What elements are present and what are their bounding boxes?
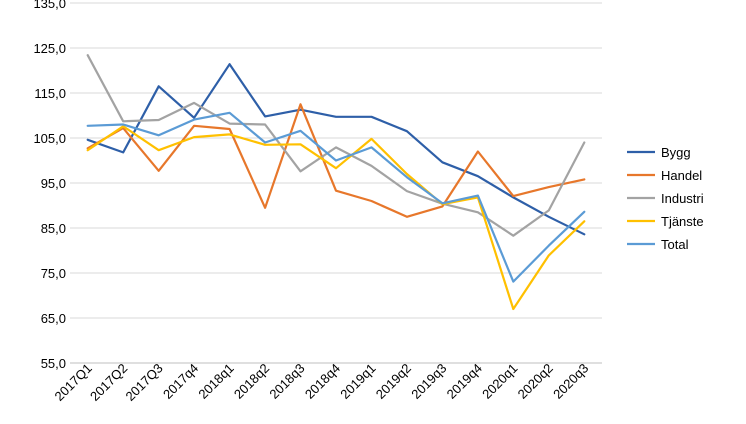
y-tick-label: 75,0 [41, 266, 66, 281]
legend-item: Bygg [627, 145, 691, 160]
x-tick-label: 2017Q3 [122, 361, 165, 404]
y-tick-label: 105,0 [33, 131, 66, 146]
y-tick-label: 135,0 [33, 0, 66, 11]
y-tick-label: 95,0 [41, 176, 66, 191]
y-tick-label: 65,0 [41, 311, 66, 326]
legend-item: Industri [627, 191, 704, 206]
x-tick-label: 2020q1 [479, 361, 520, 402]
legend: Bygg Handel Industri Tjänste Total [627, 145, 704, 252]
legend-label: Total [661, 237, 689, 252]
legend-label: Bygg [661, 145, 691, 160]
x-tick-label: 2019q4 [444, 361, 485, 402]
x-tick-label: 2018q1 [195, 361, 236, 402]
x-tick-label: 2019q3 [408, 361, 449, 402]
x-tick-label: 2020q2 [515, 361, 556, 402]
x-tick-label: 2018q3 [266, 361, 307, 402]
series-line-tj-nste [88, 126, 585, 309]
legend-label: Industri [661, 191, 704, 206]
series-line-industri [88, 55, 585, 236]
y-tick-label: 125,0 [33, 41, 66, 56]
y-tick-label: 55,0 [41, 356, 66, 371]
x-axis-tick-labels: 2017Q12017Q22017Q32017q42018q12018q22018… [52, 361, 592, 404]
x-tick-label: 2017q4 [160, 361, 201, 402]
x-tick-label: 2018q4 [302, 361, 343, 402]
y-tick-label: 85,0 [41, 221, 66, 236]
x-tick-label: 2020q3 [550, 361, 591, 402]
y-axis-tick-labels: 55,0 65,0 75,0 85,0 95,0 105,0 115,0 125,0 135,0 [33, 0, 66, 371]
legend-item: Total [627, 237, 689, 252]
legend-label: Handel [661, 168, 702, 183]
y-tick-label: 115,0 [34, 86, 66, 101]
legend-item: Handel [627, 168, 702, 183]
gridlines [70, 3, 602, 363]
x-tick-label: 2017Q2 [87, 361, 130, 404]
x-tick-label: 2019q1 [337, 361, 378, 402]
x-tick-label: 2019q2 [373, 361, 414, 402]
legend-label: Tjänste [661, 214, 704, 229]
legend-item: Tjänste [627, 214, 704, 229]
x-tick-label: 2018q2 [231, 361, 272, 402]
